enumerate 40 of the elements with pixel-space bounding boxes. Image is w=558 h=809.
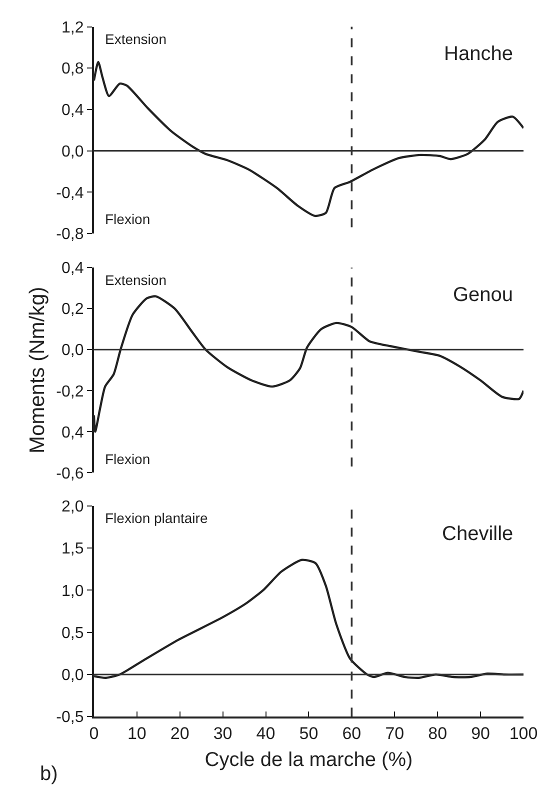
y-tick-label: 0,4 — [61, 424, 84, 442]
x-tick-label: 20 — [170, 724, 190, 744]
text: Hanche — [444, 43, 513, 65]
y-tick-label: 1,0 — [61, 582, 84, 600]
y-tick-label: 1,5 — [61, 540, 84, 558]
text: Cheville — [442, 523, 514, 545]
annotation: Flexion plantaire — [105, 510, 208, 526]
y-tick-label: 0,2 — [61, 301, 84, 318]
y-axis-title: Moments (Nm/kg) — [26, 286, 49, 454]
x-tick-label: 0 — [89, 724, 99, 744]
text: b) — [40, 763, 58, 785]
y-tick-label: -0,4 — [56, 184, 84, 202]
y-tick-label: -0,8 — [56, 226, 84, 244]
y-tick-label: -0,5 — [56, 709, 84, 726]
text: Genou — [453, 284, 514, 306]
x-tick-label: 10 — [127, 724, 146, 744]
x-tick-label: 90 — [471, 724, 490, 744]
x-tick-label: 80 — [428, 724, 448, 744]
x-tick-label: 50 — [299, 724, 318, 744]
x-axis-title: Cycle de la marche (%) — [204, 749, 413, 772]
y-tick-label: 0,4 — [61, 102, 84, 120]
x-tick-label: 70 — [385, 724, 404, 744]
annotation: Flexion — [105, 451, 150, 467]
annotation: Extension — [105, 31, 166, 47]
x-tick-label: 60 — [342, 724, 362, 744]
y-tick-label: -0,2 — [56, 383, 84, 400]
x-tick-label: 30 — [213, 724, 232, 744]
y-tick-label: -0,6 — [56, 465, 84, 482]
y-tick-label: 1,2 — [61, 19, 84, 36]
y-tick-label: 0,0 — [61, 143, 84, 160]
y-tick-label: 0,4 — [61, 260, 84, 278]
annotation: Flexion — [105, 211, 150, 227]
x-tick-label: 100 — [509, 724, 538, 744]
x-tick-label: 40 — [256, 724, 276, 744]
y-tick-label: 0,5 — [61, 624, 84, 642]
y-tick-label: 2,0 — [61, 498, 84, 516]
y-tick-label: 0,0 — [61, 342, 84, 360]
y-tick-label: 0,0 — [61, 667, 84, 684]
annotation: Extension — [105, 272, 166, 288]
y-tick-label: 0,8 — [61, 60, 84, 78]
